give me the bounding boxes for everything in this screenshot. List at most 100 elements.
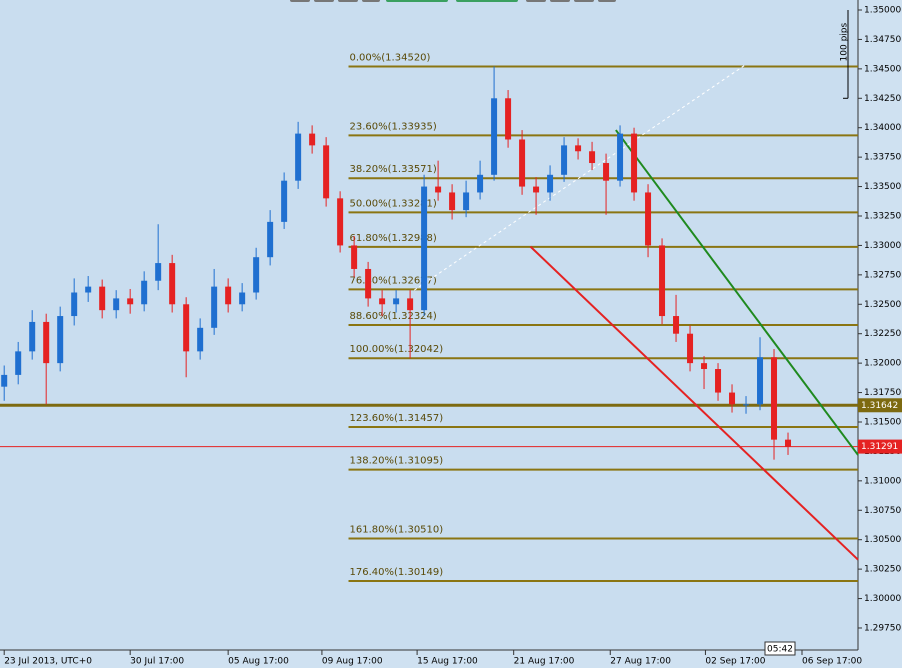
y-tick-label: 1.34000: [864, 123, 901, 133]
candle-body: [687, 333, 694, 364]
candle-body: [491, 98, 498, 175]
candle-body: [393, 298, 400, 305]
fib-label: 0.00%(1.34520): [350, 53, 431, 64]
fib-label: 138.20%(1.31095): [350, 456, 444, 467]
tool-button[interactable]: [598, 0, 616, 2]
fib-label: 100.00%(1.32042): [350, 344, 444, 355]
y-tick-label: 1.34500: [864, 64, 901, 74]
candle-body: [57, 316, 64, 364]
candle-body: [589, 151, 596, 164]
y-tick-label: 1.30750: [864, 506, 901, 516]
x-tick-label: 06 Sep 17:00: [802, 657, 862, 667]
candle-body: [463, 192, 470, 211]
candle-body: [645, 192, 652, 246]
candle-body: [43, 321, 50, 364]
candle-body: [617, 133, 624, 181]
candle-body: [603, 163, 610, 181]
candle-body: [99, 286, 106, 311]
tool-button[interactable]: [550, 0, 570, 2]
candle-body: [197, 327, 204, 352]
candle-body: [281, 180, 288, 222]
candle-body: [729, 392, 736, 405]
level-box: [858, 398, 902, 413]
candle-body: [659, 245, 666, 317]
y-tick-label: 1.29750: [864, 623, 901, 633]
trendline: [615, 129, 859, 456]
candle-body: [267, 221, 274, 258]
candle-body: [183, 304, 190, 352]
tool-button[interactable]: [574, 0, 594, 2]
trendline: [414, 64, 745, 291]
time-box: [764, 641, 796, 656]
candle-body: [1, 374, 8, 387]
x-tick-label: 05 Aug 17:00: [228, 657, 289, 667]
y-tick-label: 1.30250: [864, 565, 901, 575]
candle-body: [435, 186, 442, 193]
candle-body: [253, 257, 260, 293]
tool-button[interactable]: [362, 0, 380, 2]
toolbar: [290, 0, 616, 2]
current-price-label: 1.31291: [861, 442, 898, 452]
candle-body: [337, 198, 344, 246]
candle-body: [379, 298, 386, 305]
candle-body: [239, 292, 246, 305]
y-tick-label: 1.33000: [864, 241, 901, 251]
x-tick-label: 27 Aug 17:00: [610, 657, 671, 667]
y-tick-label: 1.34750: [864, 35, 901, 45]
candle-body: [127, 298, 134, 305]
candle-body: [365, 268, 372, 299]
tool-button[interactable]: [338, 0, 358, 2]
candle-body: [547, 174, 554, 193]
candle-body: [29, 321, 36, 352]
y-tick-label: 1.35000: [864, 6, 901, 16]
x-tick-label: 15 Aug 17:00: [417, 657, 478, 667]
fib-label: 50.00%(1.33281): [350, 198, 437, 209]
level-label: 1.31642: [861, 401, 898, 411]
time-box-label: 05:42: [767, 645, 793, 655]
candle-body: [309, 133, 316, 146]
candle-body: [533, 186, 540, 193]
candle-body: [407, 298, 414, 311]
tool-button[interactable]: [290, 0, 310, 2]
candle-body: [113, 298, 120, 311]
candle-body: [225, 286, 232, 305]
candle-body: [211, 286, 218, 328]
candle-body: [141, 280, 148, 305]
candle-body: [351, 245, 358, 269]
candle-body: [71, 292, 78, 317]
candle-body: [631, 133, 638, 193]
x-tick-label: 21 Aug 17:00: [514, 657, 575, 667]
candle-body: [743, 404, 750, 406]
tool-button[interactable]: [456, 0, 518, 2]
fib-label: 76.40%(1.32627): [350, 275, 437, 286]
y-tick-label: 1.30000: [864, 594, 901, 604]
x-tick-label: 02 Sep 17:00: [705, 657, 765, 667]
candle-body: [155, 263, 162, 281]
candle-body: [169, 263, 176, 305]
candle-body: [715, 369, 722, 393]
fib-label: 38.20%(1.33571): [350, 164, 437, 175]
candle-body: [785, 439, 792, 447]
y-tick-label: 1.34250: [864, 94, 901, 104]
y-tick-label: 1.31750: [864, 388, 901, 398]
fib-label: 123.60%(1.31457): [350, 413, 444, 424]
x-tick-label: 23 Jul 2013, UTC+0: [4, 657, 92, 667]
fib-label: 61.80%(1.32988): [350, 233, 437, 244]
y-tick-label: 1.30500: [864, 535, 901, 545]
fib-label: 176.40%(1.30149): [350, 567, 444, 578]
tool-button[interactable]: [386, 0, 448, 2]
trendline: [529, 245, 859, 561]
candle-body: [757, 357, 764, 405]
y-tick-label: 1.33250: [864, 211, 901, 221]
tool-button[interactable]: [526, 0, 546, 2]
candle-body: [323, 145, 330, 199]
candle-body: [519, 139, 526, 187]
y-tick-label: 1.32000: [864, 359, 901, 369]
current-price-box: [858, 439, 902, 454]
tool-button[interactable]: [314, 0, 334, 2]
candle-body: [15, 351, 22, 375]
y-tick-label: 1.32750: [864, 270, 901, 280]
x-tick-label: 09 Aug 17:00: [322, 657, 383, 667]
ruler-label: 100 pips: [840, 23, 850, 62]
